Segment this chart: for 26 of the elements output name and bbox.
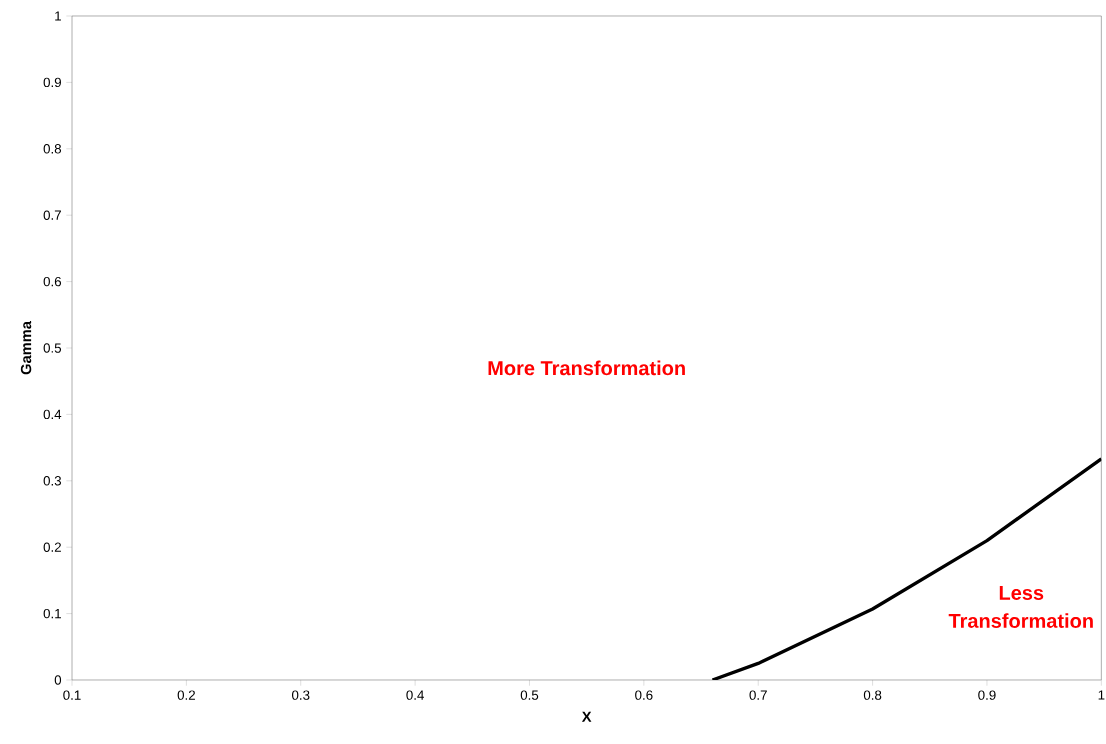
- x-tick-label: 0.4: [406, 690, 424, 700]
- x-tick-label: 0.1: [63, 690, 81, 700]
- x-tick-label: 0.5: [520, 690, 539, 700]
- x-tick-label: 0.8: [863, 690, 882, 700]
- annotation: Less Transformation: [948, 585, 1093, 628]
- y-tick-label: 0.9: [43, 77, 61, 88]
- y-tick-label: 0.8: [43, 144, 62, 154]
- x-tick-label: 0.9: [978, 690, 996, 700]
- y-tick-label: 0.2: [43, 542, 61, 552]
- y-axis-title: Gamma: [20, 321, 32, 375]
- x-tick-label: 0.2: [177, 690, 195, 700]
- y-tick-label: 0.3: [43, 476, 62, 486]
- y-tick-label: 0.5: [43, 343, 62, 353]
- annotation: More Transformation: [488, 360, 685, 376]
- y-tick-label: 1: [55, 11, 61, 21]
- x-tick-label: 0.7: [749, 690, 767, 700]
- x-tick-label: 0.3: [292, 690, 310, 700]
- y-tick-label: 0.1: [43, 608, 61, 619]
- y-tick-label: 0.7: [43, 210, 61, 220]
- line-series: [710, 457, 1102, 680]
- x-tick-label: 0.6: [635, 690, 653, 700]
- y-tick-label: 0: [54, 675, 62, 685]
- x-axis-title: X: [581, 711, 592, 722]
- y-tick-label: 0.6: [43, 276, 62, 287]
- y-tick-label: 0.4: [43, 409, 62, 420]
- x-tick-label: 1: [1098, 690, 1105, 700]
